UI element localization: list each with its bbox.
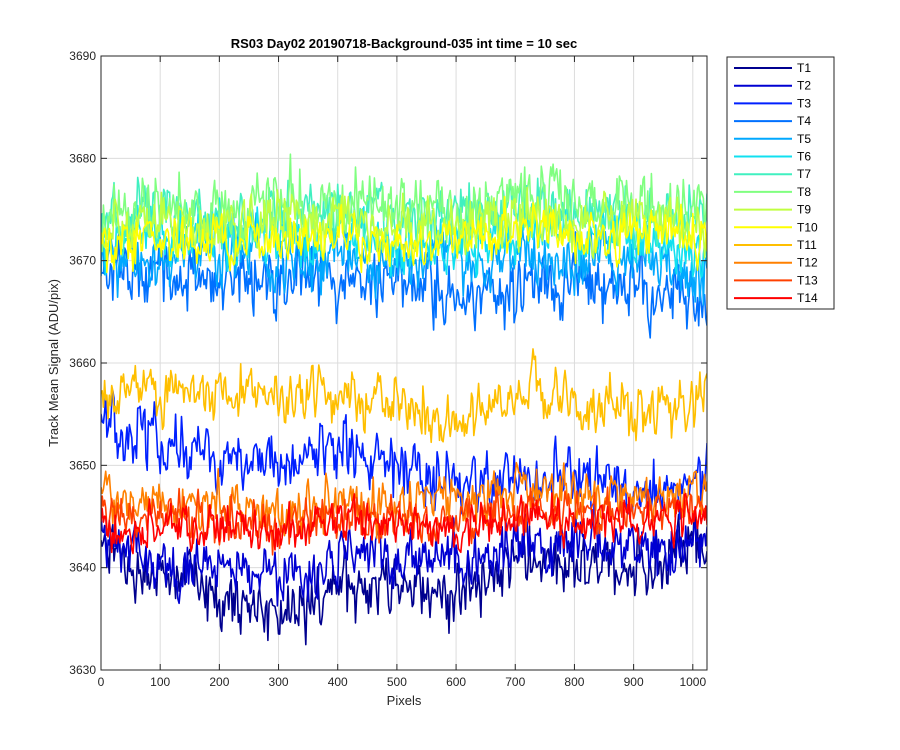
legend-label-t5: T5 [797, 132, 811, 146]
legend-box [726, 56, 835, 310]
legend-label-t14: T14 [797, 291, 818, 305]
axis-ticks: 0 100 200 300 400 500 600 700 800 900 1000 3630 3640… [69, 49, 707, 689]
y-tick-label: 3690 [69, 49, 96, 63]
x-tick-label: 700 [505, 675, 525, 689]
y-tick-label: 3640 [69, 561, 96, 575]
legend-label-t12: T12 [797, 256, 818, 270]
series-layer [101, 153, 707, 646]
series-line-t2 [101, 511, 707, 607]
x-tick-label: 1000 [679, 675, 706, 689]
legend-label-t9: T9 [797, 203, 811, 217]
y-tick-label: 3680 [69, 151, 96, 165]
x-tick-label: 500 [387, 675, 407, 689]
series-line-t10 [101, 195, 707, 274]
legend-label-t6: T6 [797, 150, 811, 164]
legend-label-t8: T8 [797, 185, 811, 199]
legend-label-t7: T7 [797, 167, 811, 181]
y-tick-label: 3660 [69, 356, 96, 370]
series-line-t14 [101, 492, 707, 555]
series-line-t5 [101, 212, 707, 306]
legend: T1 T2 T3 T4 T5 T6 T7 T8 T9 T10 T11 T12 T13 T14 [726, 56, 835, 310]
legend-label-t11: T11 [797, 238, 817, 252]
legend-label-t13: T13 [797, 273, 818, 287]
x-tick-label: 900 [624, 675, 644, 689]
x-tick-label: 0 [98, 675, 105, 689]
x-tick-label: 200 [209, 675, 229, 689]
series-line-t13 [101, 486, 707, 556]
y-tick-label: 3650 [69, 458, 96, 472]
x-tick-label: 400 [328, 675, 348, 689]
chart-title: RS03 Day02 20190718-Background-035 int t… [231, 36, 578, 51]
y-tick-label: 3670 [69, 254, 96, 268]
series-line-t4 [101, 227, 707, 339]
x-tick-label: 800 [564, 675, 584, 689]
x-tick-label: 300 [269, 675, 289, 689]
legend-label-t4: T4 [797, 114, 811, 128]
series-line-t9 [101, 186, 707, 263]
legend-label-t10: T10 [797, 220, 818, 234]
y-axis-label: Track Mean Signal (ADU/pix) [46, 279, 61, 447]
legend-label-t3: T3 [797, 96, 811, 110]
x-axis-label: Pixels [387, 693, 422, 708]
series-line-t11 [101, 348, 707, 444]
legend-label-t1: T1 [797, 61, 811, 75]
y-tick-label: 3630 [69, 663, 96, 677]
x-tick-label: 600 [446, 675, 466, 689]
x-tick-label: 100 [150, 675, 170, 689]
legend-label-t2: T2 [797, 79, 811, 93]
